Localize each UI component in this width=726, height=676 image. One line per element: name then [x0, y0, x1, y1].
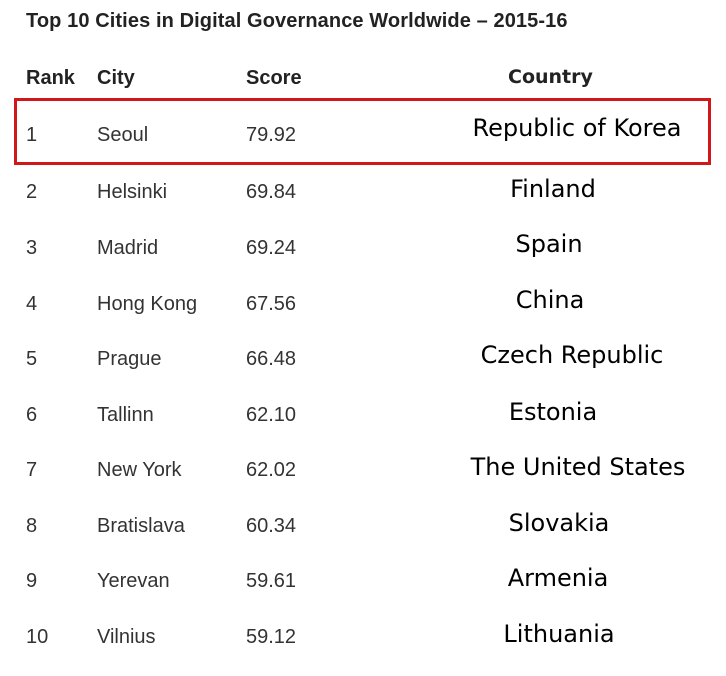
country-cell: Slovakia [508, 509, 610, 537]
table-row: 3 Madrid 69.24 Spain [0, 230, 726, 287]
score-cell: 69.24 [246, 237, 297, 259]
rank-cell: 7 [26, 459, 38, 481]
rank-cell: 2 [26, 181, 38, 203]
column-header-rank: Rank [26, 67, 75, 89]
table-row: 7 New York 62.02 The United States [0, 453, 726, 509]
rank-cell: 1 [26, 124, 38, 146]
score-cell: 79.92 [246, 124, 297, 146]
score-cell: 60.34 [246, 515, 297, 537]
rank-cell: 10 [26, 626, 49, 648]
score-cell: 62.10 [246, 404, 297, 426]
city-cell: Bratislava [97, 515, 185, 537]
city-cell: Vilnius [97, 626, 156, 648]
city-cell: New York [97, 459, 182, 481]
country-cell: The United States [470, 453, 686, 481]
city-cell: Seoul [97, 124, 149, 146]
highlight-box [14, 98, 711, 165]
table-row: 5 Prague 66.48 Czech Republic [0, 341, 726, 398]
table-row: 4 Hong Kong 67.56 China [0, 286, 726, 343]
score-cell: 62.02 [246, 459, 297, 481]
table-row: 1 Seoul 79.92 Republic of Korea [0, 114, 726, 174]
city-cell: Madrid [97, 237, 159, 259]
country-cell: China [515, 286, 585, 314]
table-row: 10 Vilnius 59.12 Lithuania [0, 620, 726, 676]
table-row: 9 Yerevan 59.61 Armenia [0, 564, 726, 620]
rank-cell: 4 [26, 293, 38, 315]
score-cell: 69.84 [246, 181, 297, 203]
table-row: 2 Helsinki 69.84 Finland [0, 175, 726, 231]
score-cell: 66.48 [246, 348, 297, 370]
country-cell: Spain [515, 230, 583, 258]
table-row: 6 Tallinn 62.10 Estonia [0, 398, 726, 454]
rank-cell: 8 [26, 515, 38, 537]
country-cell: Czech Republic [480, 341, 664, 369]
column-header-country: Country [508, 66, 593, 88]
rank-cell: 9 [26, 570, 38, 592]
city-cell: Hong Kong [97, 293, 198, 315]
rank-cell: 5 [26, 348, 38, 370]
score-cell: 67.56 [246, 293, 297, 315]
column-header-city: City [97, 67, 135, 89]
table-title: Top 10 Cities in Digital Governance Worl… [26, 10, 568, 32]
city-cell: Prague [97, 348, 162, 370]
country-cell: Estonia [508, 398, 598, 426]
country-cell: Republic of Korea [472, 114, 682, 142]
rank-cell: 6 [26, 404, 38, 426]
column-header-score: Score [246, 67, 302, 89]
city-cell: Helsinki [97, 181, 168, 203]
score-cell: 59.61 [246, 570, 297, 592]
country-cell: Lithuania [503, 620, 615, 648]
city-cell: Yerevan [97, 570, 170, 592]
table-row: 8 Bratislava 60.34 Slovakia [0, 509, 726, 565]
country-cell: Finland [510, 175, 596, 203]
rank-cell: 3 [26, 237, 38, 259]
score-cell: 59.12 [246, 626, 297, 648]
country-cell: Armenia [507, 564, 609, 592]
city-cell: Tallinn [97, 404, 154, 426]
